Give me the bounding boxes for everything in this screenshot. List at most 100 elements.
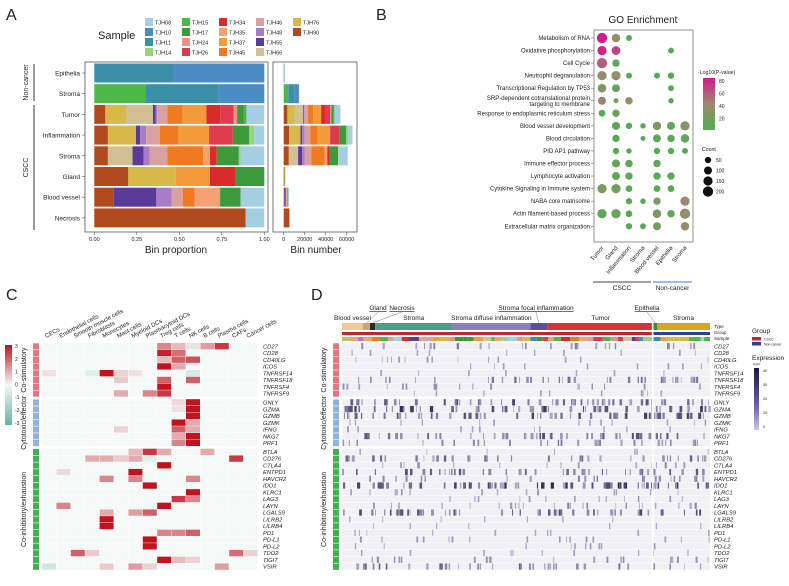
heatmap-cell	[114, 399, 128, 406]
gene-label: PD-L2	[263, 544, 280, 550]
dot	[612, 159, 620, 168]
expression-stripe	[647, 509, 650, 516]
expression-stripe	[704, 419, 707, 426]
dot	[667, 134, 675, 143]
expression-stripe	[496, 489, 499, 496]
heatmap-cell	[157, 536, 172, 543]
row-group-annotation	[33, 433, 39, 440]
leader-line	[372, 311, 403, 324]
heatmap-cell	[171, 383, 186, 390]
gene-label: GZMB	[263, 414, 280, 420]
expression-stripe	[409, 522, 411, 530]
heatmap-cell	[142, 563, 157, 570]
group-annotation	[342, 332, 652, 335]
expression-stripe	[488, 468, 492, 476]
heatmap-cell	[186, 343, 200, 350]
expression-stripe	[506, 475, 508, 482]
dot	[667, 147, 675, 155]
heatmap-cell	[200, 363, 215, 370]
expression-stripe	[640, 376, 643, 383]
expression-stripe	[669, 495, 671, 503]
heatmap-cell	[243, 448, 258, 455]
heatmap-cell	[114, 363, 128, 370]
expression-stripe	[642, 390, 644, 397]
expression-stripe	[519, 509, 521, 516]
expression-stripe	[658, 412, 662, 419]
expression-stripe	[372, 412, 374, 419]
expression-stripe	[485, 455, 488, 462]
expression-stripe	[374, 399, 376, 406]
heatmap-cell	[99, 405, 114, 413]
expression-stripe	[640, 399, 644, 406]
expression-stripe	[656, 462, 657, 469]
expression-stripe	[435, 412, 439, 419]
legend-label: TJH11	[155, 41, 171, 47]
bar-segment-TJH66	[126, 104, 153, 124]
expression-stripe	[483, 549, 485, 557]
expression-stripe	[653, 482, 657, 489]
heatmap-cell	[56, 522, 71, 530]
expression-stripe	[384, 399, 387, 406]
expression-stripe	[708, 536, 710, 543]
expression-stripe	[463, 482, 467, 489]
expression-stripe	[542, 432, 546, 440]
expression-stripe	[343, 509, 345, 516]
sample-annotation	[454, 337, 464, 341]
legend-label: TJH34	[229, 21, 245, 27]
expression-stripe	[488, 343, 490, 350]
heatmap-cell	[114, 390, 128, 397]
bin-bar-segment-TJH76	[289, 125, 301, 145]
heatmap-cell	[229, 370, 244, 377]
expression-stripe	[593, 509, 595, 516]
bar-segment-TJH45	[159, 125, 179, 145]
expression-stripe	[681, 468, 684, 476]
expression-stripe	[486, 448, 488, 455]
gene-label: GZMK	[714, 421, 732, 427]
bar-segment-TJH76	[128, 167, 176, 186]
bar-segment-TJH08	[254, 125, 265, 145]
expression-stripe	[415, 399, 418, 406]
expression-stripe	[655, 412, 658, 419]
heatmap-cell	[200, 419, 215, 426]
row-group-annotation	[33, 406, 39, 413]
heatmap-cell	[85, 356, 100, 363]
expression-stripe	[669, 455, 672, 462]
expression-stripe	[484, 455, 487, 462]
expression-stripe	[698, 412, 702, 419]
sample-annotation	[345, 337, 351, 341]
expression-stripe	[499, 462, 501, 469]
expression-stripe	[660, 509, 662, 516]
expression-stripe	[586, 363, 589, 370]
expression-stripe	[416, 405, 417, 413]
heatmap-cell	[200, 439, 215, 447]
legend-label: TJH15	[192, 21, 208, 27]
heatmap-cell	[56, 439, 71, 447]
heatmap-cell	[128, 529, 143, 536]
dot	[612, 59, 620, 67]
expression-stripe	[573, 495, 576, 503]
heatmap-cell	[200, 482, 215, 489]
heatmap-cell	[243, 475, 258, 482]
expression-stripe	[677, 412, 681, 419]
sample-annotation	[517, 337, 523, 341]
expression-stripe	[693, 343, 696, 350]
expression-stripe	[484, 516, 486, 523]
expression-stripe	[694, 349, 696, 356]
term-label: Cell Cycle	[563, 61, 591, 67]
heatmap-cell	[142, 536, 157, 543]
expression-stripe	[554, 448, 556, 455]
expression-stripe	[635, 432, 638, 440]
expression-stripe	[695, 468, 699, 476]
legend-swatch	[256, 28, 264, 36]
expression-stripe	[667, 482, 669, 489]
heatmap-cell	[200, 426, 215, 433]
expression-stripe	[579, 356, 582, 363]
sample-annotation	[422, 337, 433, 341]
expression-stripe	[669, 405, 673, 413]
expression-stripe	[489, 482, 492, 489]
expression-stripe	[598, 495, 600, 503]
heatmap-cell	[70, 439, 85, 447]
heatmap-cell	[142, 549, 157, 557]
heatmap-cell	[243, 522, 258, 530]
bar-segment-TJH37	[182, 104, 207, 124]
